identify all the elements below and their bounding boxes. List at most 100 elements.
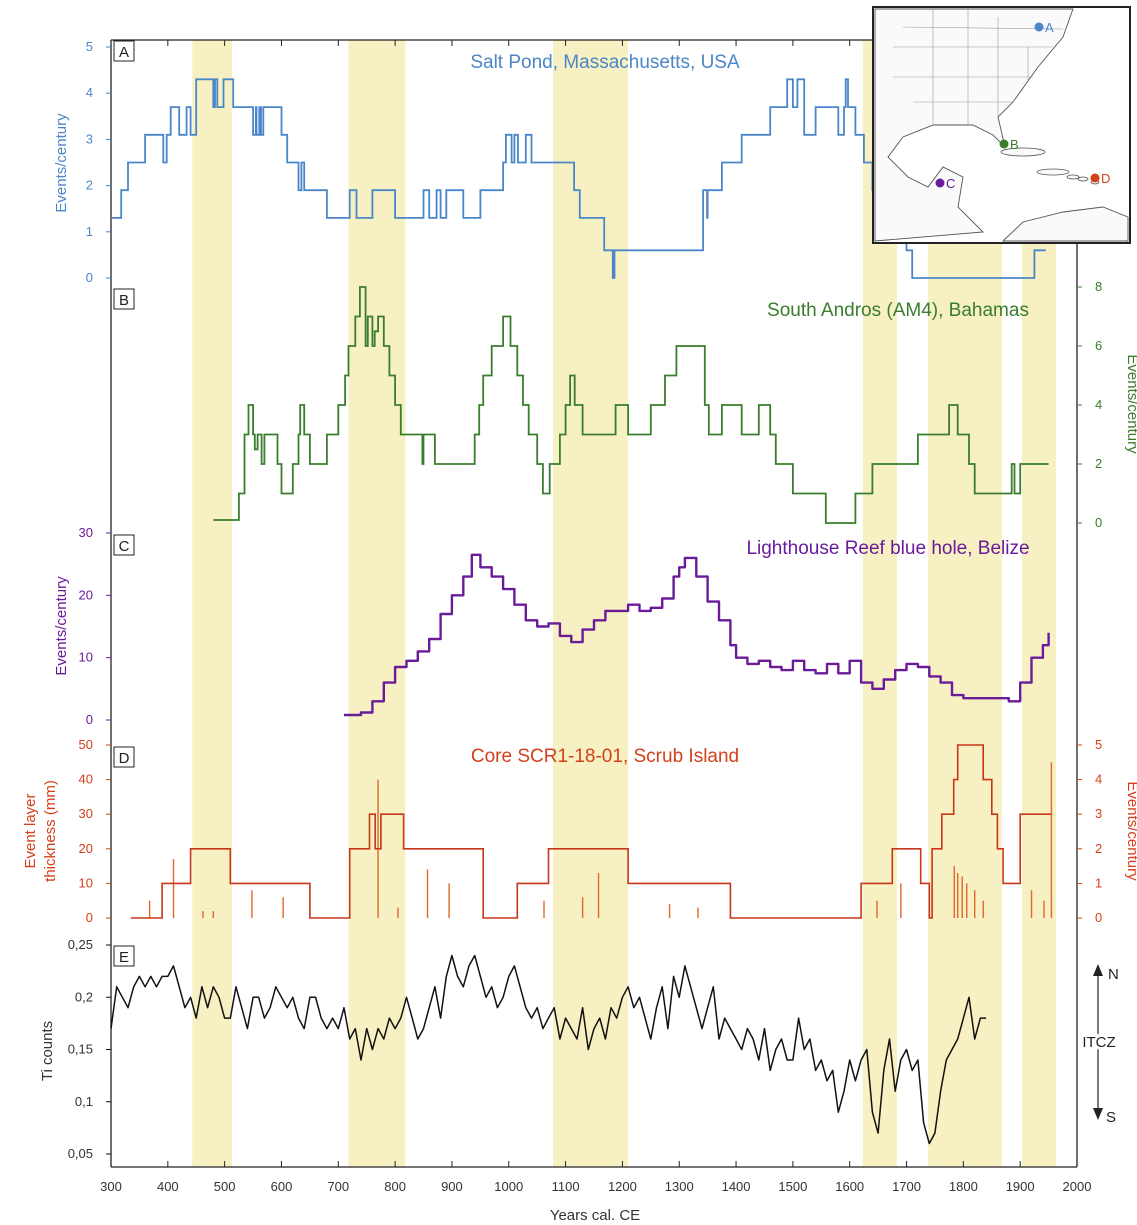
panel-C: C Lighthouse Reef blue hole, Belize 0 10 20 3… — [53, 525, 1050, 727]
y2-tick-label-D-0: 0 — [1095, 910, 1102, 925]
itcz-label-south: S — [1106, 1109, 1116, 1126]
map-site-label-B: B — [1010, 137, 1019, 152]
y-tick-label-B-4: 8 — [1095, 279, 1102, 294]
y-axis-title-A: Events/century — [53, 113, 70, 213]
y-tick-label-C-1: 10 — [79, 650, 93, 665]
plot-frame — [110, 39, 1078, 1168]
itcz-label-north: N — [1108, 966, 1119, 983]
series-line-E — [110, 954, 987, 1145]
map-coastline-south-america — [1001, 206, 1129, 242]
y-tick-label-A-2: 2 — [86, 178, 93, 193]
x-tick-label-2: 500 — [214, 1179, 236, 1194]
itcz-label: ITCZ — [1082, 1034, 1115, 1051]
y-tick-label-A-3: 3 — [86, 131, 93, 146]
map-site-label-A: A — [1045, 20, 1054, 35]
y2-tick-label-D-3: 3 — [1095, 806, 1102, 821]
x-tick-label-4: 700 — [327, 1179, 349, 1194]
y-axis-title-D: Event layer thickness (mm) — [22, 780, 59, 882]
map-island-2 — [1066, 174, 1080, 180]
y2-tick-label-D-1: 1 — [1095, 875, 1102, 890]
map-island-0 — [1000, 147, 1046, 157]
y-tick-label-B-0: 0 — [1095, 515, 1102, 530]
panel-letter-box-E — [113, 945, 135, 967]
x-tick-label-13: 1600 — [835, 1179, 864, 1194]
y-tick-label-C-3: 30 — [79, 525, 93, 540]
map-site-label-D: D — [1101, 171, 1110, 186]
x-tick-label-6: 900 — [441, 1179, 463, 1194]
x-tick-label-14: 1700 — [892, 1179, 921, 1194]
x-tick-label-17: 2000 — [1063, 1179, 1092, 1194]
panel-letter-D: D — [119, 750, 130, 767]
x-tick-label-8: 1100 — [552, 1179, 580, 1194]
y-tick-label-D-1: 10 — [79, 875, 93, 890]
x-tick-label-3: 600 — [271, 1179, 293, 1194]
y-tick-label-E-2: 0,15 — [68, 1042, 93, 1057]
map-coastline-north-america — [874, 8, 1074, 242]
shaded-interval-0 — [192, 40, 233, 1167]
x-axis-title: Years cal. CE — [550, 1207, 640, 1224]
y-tick-label-A-0: 0 — [86, 270, 93, 285]
series-line-C — [344, 553, 1050, 717]
y-tick-label-B-3: 6 — [1095, 338, 1102, 353]
y-tick-label-A-5: 5 — [86, 39, 93, 54]
x-tick-label-10: 1300 — [665, 1179, 694, 1194]
map-site-marker-A — [1034, 22, 1044, 32]
x-axis: Years cal. CE 300 400 500 600 700 800 900 1000 1… — [100, 40, 1091, 1224]
x-tick-label-11: 1400 — [722, 1179, 751, 1194]
series-line-D — [130, 744, 1052, 919]
y2-tick-label-D-4: 4 — [1095, 772, 1102, 787]
y-tick-label-D-0: 0 — [86, 910, 93, 925]
y-tick-label-B-2: 4 — [1095, 397, 1102, 412]
panel-title-B: South Andros (AM4), Bahamas — [767, 300, 1029, 321]
y2-tick-label-D-5: 5 — [1095, 737, 1102, 752]
y2-axis-title-D: Events/century — [1124, 781, 1137, 881]
map-site-marker-B — [999, 139, 1009, 149]
y-tick-label-C-0: 0 — [86, 712, 93, 727]
y-tick-label-B-1: 2 — [1095, 456, 1102, 471]
panel-letter-B: B — [119, 292, 129, 309]
shaded-interval-1 — [348, 40, 406, 1167]
map-site-marker-D — [1090, 173, 1100, 183]
panel-letter-E: E — [119, 949, 129, 966]
panel-A: A Salt Pond, Massachusetts, USA 0 1 2 3 4 5 Even… — [53, 39, 1046, 285]
panel-letter-box-B — [113, 288, 135, 310]
panel-letter-C: C — [119, 538, 130, 555]
y-axis-title-E: Ti counts — [39, 1021, 56, 1081]
y-axis-title-line2-D: thickness (mm) — [42, 780, 59, 882]
map-site-label-C: C — [946, 176, 955, 191]
x-tick-label-1: 400 — [157, 1179, 179, 1194]
panel-letter-A: A — [119, 44, 129, 61]
x-tick-label-16: 1900 — [1006, 1179, 1035, 1194]
y-tick-label-A-4: 4 — [86, 85, 93, 100]
y-tick-label-D-5: 50 — [79, 737, 93, 752]
y-tick-label-E-1: 0,1 — [75, 1094, 93, 1109]
y-tick-label-E-4: 0,25 — [68, 937, 93, 952]
map-site-marker-C — [935, 178, 945, 188]
panel-letter-box-D — [113, 746, 135, 768]
x-tick-label-12: 1500 — [778, 1179, 807, 1194]
y2-tick-label-D-2: 2 — [1095, 841, 1102, 856]
series-line-A — [111, 78, 1046, 279]
y-axis-title-C: Events/century — [53, 576, 70, 676]
y-axis-title-B: Events/century — [1124, 354, 1137, 454]
panel-letter-box-A — [113, 40, 135, 62]
panels: A Salt Pond, Massachusetts, USA 0 1 2 3 4 5 Even… — [22, 39, 1137, 1161]
panel-letter-box-C — [113, 534, 135, 556]
panel-title-D: Core SCR1-18-01, Scrub Island — [471, 746, 739, 767]
x-tick-label-15: 1800 — [949, 1179, 978, 1194]
y-tick-label-E-0: 0,05 — [68, 1146, 93, 1161]
y-tick-label-D-2: 20 — [79, 841, 93, 856]
y-tick-label-A-1: 1 — [86, 224, 93, 239]
y-tick-label-D-3: 30 — [79, 806, 93, 821]
x-tick-label-7: 1000 — [494, 1179, 523, 1194]
panel-title-A: Salt Pond, Massachusetts, USA — [470, 52, 740, 73]
x-tick-label-0: 300 — [100, 1179, 122, 1194]
series-line-B — [213, 286, 1049, 524]
inset-map: A B C D — [872, 6, 1131, 244]
x-tick-label-9: 1200 — [608, 1179, 637, 1194]
panel-title-C: Lighthouse Reef blue hole, Belize — [746, 538, 1029, 559]
panel-D: D Core SCR1-18-01, Scrub Island0102030405… — [22, 737, 1137, 925]
panel-B: B South Andros (AM4), Bahamas 0 2 4 6 8 Events/… — [113, 279, 1137, 530]
itcz-arrow-up-icon — [1093, 964, 1103, 976]
